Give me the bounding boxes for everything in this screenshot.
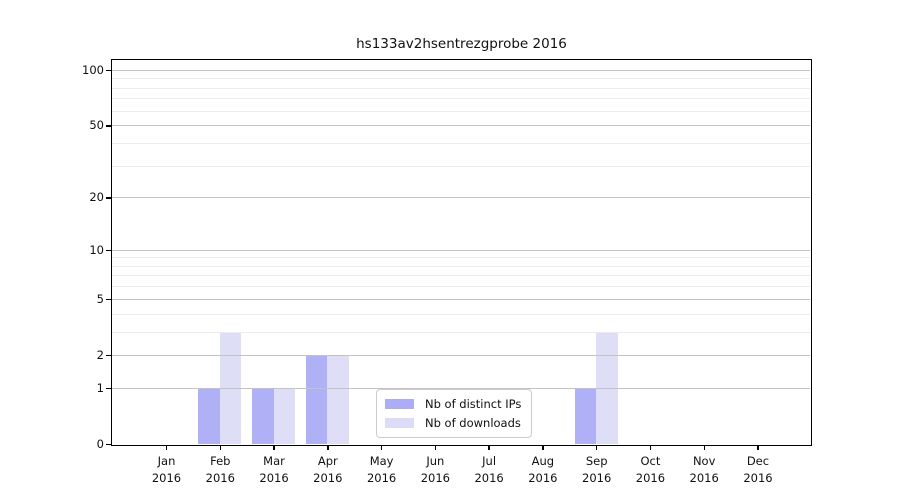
bar-apr-distinct-ips bbox=[305, 354, 328, 444]
x-tick-year-jan: 2016 bbox=[151, 471, 182, 485]
y-tick-10 bbox=[106, 249, 112, 251]
y-tick-label-5: 5 bbox=[96, 291, 104, 306]
x-tick-mar bbox=[273, 444, 275, 450]
x-tick-feb bbox=[219, 444, 221, 450]
bar-sep-distinct-ips bbox=[574, 387, 597, 444]
x-tick-jan bbox=[165, 444, 168, 450]
gridline-minor bbox=[112, 286, 810, 288]
x-tick-year-apr: 2016 bbox=[313, 471, 343, 485]
x-tick-year-dec: 2016 bbox=[743, 471, 773, 485]
bar-sep-downloads bbox=[596, 331, 618, 444]
x-tick-label-sep: Sep 2016 bbox=[565, 453, 629, 488]
x-tick-year-sep: 2016 bbox=[582, 471, 612, 485]
y-tick-label-100: 100 bbox=[82, 62, 104, 77]
legend-swatch-downloads bbox=[385, 417, 414, 429]
x-tick-year-aug: 2016 bbox=[528, 471, 558, 485]
bar-mar-distinct-ips bbox=[252, 387, 274, 444]
x-tick-label-jul: Jul 2016 bbox=[457, 453, 521, 488]
x-tick-year-jun: 2016 bbox=[420, 471, 450, 485]
legend-label-distinct-ips: Nb of distinct IPs bbox=[425, 397, 522, 411]
gridline-minor bbox=[112, 110, 810, 112]
x-tick-label-feb: Feb 2016 bbox=[188, 453, 252, 488]
x-tick-year-nov: 2016 bbox=[689, 471, 719, 485]
x-tick-apr bbox=[327, 444, 329, 450]
gridline-minor bbox=[112, 257, 810, 259]
x-tick-year-feb: 2016 bbox=[205, 471, 235, 485]
x-tick-jun bbox=[434, 444, 437, 450]
y-tick-label-10: 10 bbox=[89, 242, 104, 257]
legend: Nb of distinct IPs Nb of downloads bbox=[376, 389, 533, 438]
gridline-minor bbox=[112, 331, 810, 333]
y-tick-label-2: 2 bbox=[96, 347, 104, 362]
x-tick-label-apr: Apr 2016 bbox=[296, 453, 360, 488]
gridline-minor bbox=[112, 313, 810, 315]
legend-item-downloads: Nb of downloads bbox=[385, 416, 521, 430]
chart-title: hs133av2hsentrezgprobe 2016 bbox=[356, 36, 567, 52]
y-tick-0 bbox=[106, 444, 112, 446]
x-tick-oct bbox=[649, 444, 652, 450]
gridline-minor bbox=[112, 87, 810, 89]
x-tick-label-jan: Jan 2016 bbox=[135, 453, 199, 488]
bar-feb-downloads bbox=[219, 331, 242, 444]
x-tick-label-aug: Aug 2016 bbox=[511, 453, 575, 488]
x-tick-label-may: May 2016 bbox=[350, 453, 414, 488]
gridline-2 bbox=[112, 354, 810, 356]
x-tick-nov bbox=[703, 444, 705, 450]
bar-apr-downloads bbox=[327, 354, 349, 444]
gridline-50 bbox=[112, 125, 810, 127]
legend-swatch-distinct-ips bbox=[385, 398, 414, 410]
legend-label-downloads: Nb of downloads bbox=[425, 416, 521, 430]
bar-mar-downloads bbox=[273, 387, 296, 444]
x-tick-label-nov: Nov 2016 bbox=[672, 453, 736, 488]
y-tick-2 bbox=[106, 354, 112, 357]
gridline-20 bbox=[112, 197, 810, 199]
x-tick-label-mar: Mar 2016 bbox=[242, 453, 306, 488]
bar-feb-distinct-ips bbox=[198, 387, 220, 444]
gridline-minor bbox=[112, 265, 810, 267]
x-tick-year-may: 2016 bbox=[366, 471, 397, 485]
y-tick-label-50: 50 bbox=[89, 118, 104, 133]
gridline-10 bbox=[112, 249, 810, 251]
gridline-minor bbox=[112, 165, 810, 167]
x-tick-aug bbox=[542, 444, 544, 450]
y-tick-100 bbox=[106, 69, 112, 72]
y-tick-50 bbox=[106, 125, 112, 127]
plot-area: Nb of distinct IPs Nb of downloads bbox=[111, 59, 812, 446]
gridline-minor bbox=[112, 142, 810, 144]
y-tick-label-0: 0 bbox=[96, 437, 104, 451]
x-tick-may bbox=[380, 444, 383, 450]
x-tick-dec bbox=[757, 444, 759, 450]
y-tick-label-1: 1 bbox=[96, 380, 104, 395]
gridline-5 bbox=[112, 298, 810, 300]
x-tick-year-jul: 2016 bbox=[474, 471, 504, 485]
x-tick-label-dec: Dec 2016 bbox=[726, 453, 790, 488]
x-tick-sep bbox=[595, 444, 598, 450]
gridline-minor bbox=[112, 275, 810, 277]
gridline-100 bbox=[112, 69, 810, 71]
x-tick-year-oct: 2016 bbox=[635, 471, 666, 485]
x-tick-label-jun: Jun 2016 bbox=[403, 453, 467, 488]
gridline-minor bbox=[112, 78, 810, 80]
y-tick-20 bbox=[106, 197, 112, 199]
legend-item-distinct-ips: Nb of distinct IPs bbox=[385, 397, 521, 411]
x-tick-jul bbox=[488, 444, 490, 450]
x-tick-year-mar: 2016 bbox=[259, 471, 289, 485]
y-tick-5 bbox=[106, 298, 112, 301]
y-tick-label-20: 20 bbox=[89, 190, 104, 205]
gridline-minor bbox=[112, 98, 810, 100]
x-tick-label-oct: Oct 2016 bbox=[618, 453, 682, 488]
y-tick-1 bbox=[106, 387, 112, 390]
